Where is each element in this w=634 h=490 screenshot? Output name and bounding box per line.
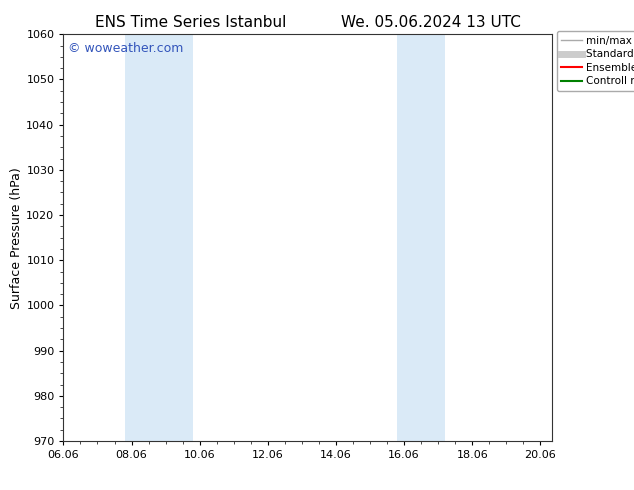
Text: © woweather.com: © woweather.com bbox=[68, 43, 184, 55]
Legend: min/max, Standard deviation, Ensemble mean run, Controll run: min/max, Standard deviation, Ensemble me… bbox=[557, 31, 634, 91]
Bar bbox=[398, 34, 445, 441]
Bar bbox=[125, 34, 193, 441]
Text: ENS Time Series Istanbul: ENS Time Series Istanbul bbox=[94, 15, 286, 30]
Y-axis label: Surface Pressure (hPa): Surface Pressure (hPa) bbox=[11, 167, 23, 309]
Text: We. 05.06.2024 13 UTC: We. 05.06.2024 13 UTC bbox=[341, 15, 521, 30]
